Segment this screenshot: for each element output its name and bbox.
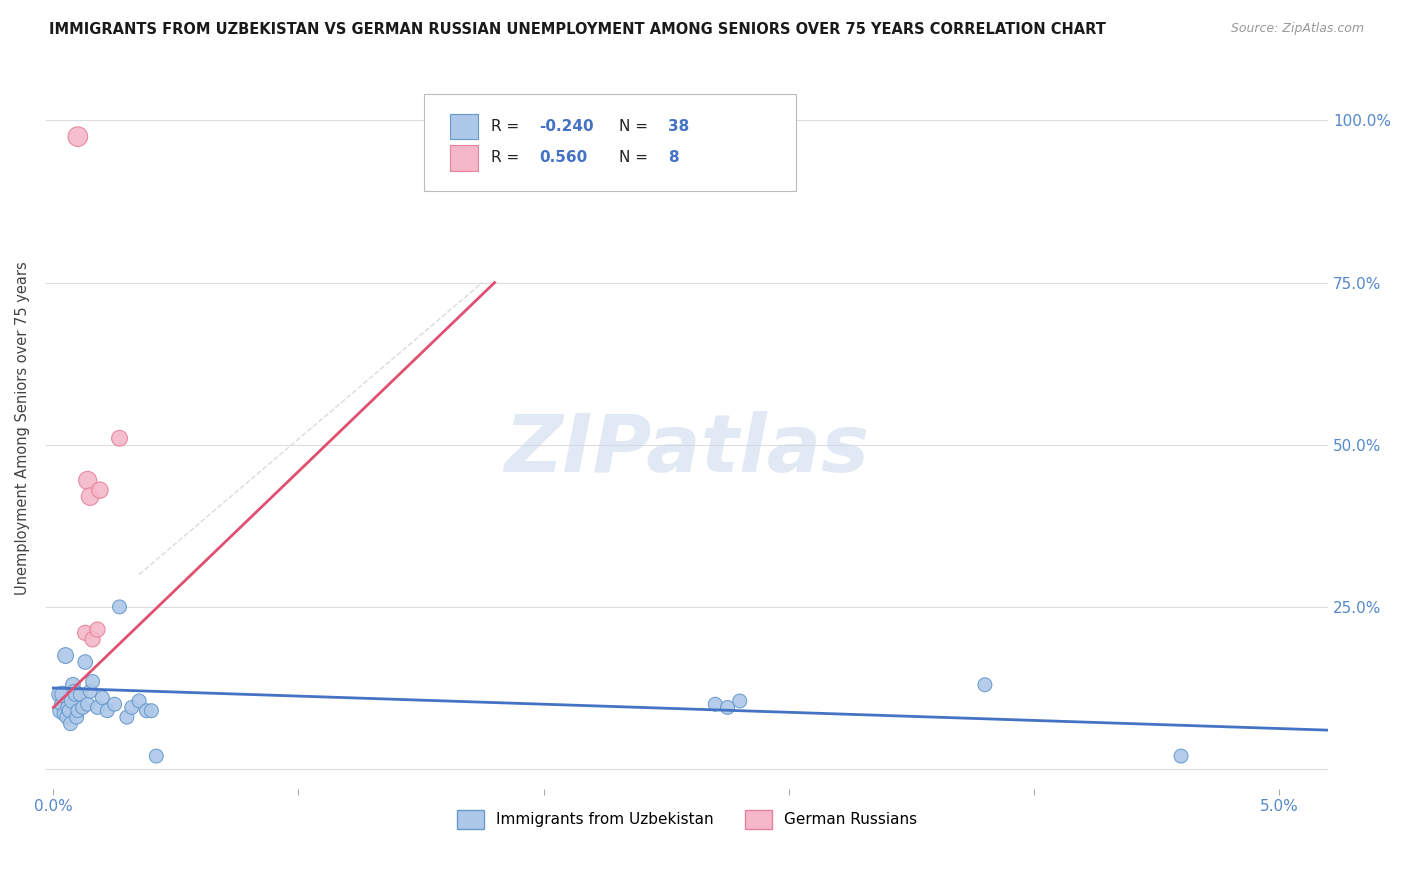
Point	[55, 648, 77, 663]
Point	[59, 716, 82, 731]
Point	[82, 674, 104, 689]
Point	[65, 688, 87, 702]
Point	[82, 632, 104, 647]
Point	[141, 704, 163, 718]
Point	[53, 706, 76, 721]
Point	[728, 694, 751, 708]
Text: IMMIGRANTS FROM UZBEKISTAN VS GERMAN RUSSIAN UNEMPLOYMENT AMONG SENIORS OVER 75 : IMMIGRANTS FROM UZBEKISTAN VS GERMAN RUS…	[49, 22, 1107, 37]
Point	[69, 688, 91, 702]
Point	[51, 697, 73, 711]
Text: Source: ZipAtlas.com: Source: ZipAtlas.com	[1230, 22, 1364, 36]
Text: 0.560: 0.560	[540, 150, 588, 165]
Point	[704, 697, 727, 711]
Point	[128, 694, 150, 708]
Point	[49, 704, 72, 718]
Point	[974, 678, 997, 692]
Text: R =: R =	[491, 119, 524, 134]
Point	[135, 704, 157, 718]
Point	[145, 749, 167, 764]
Point	[91, 690, 114, 705]
Point	[96, 704, 118, 718]
Point	[115, 710, 138, 724]
Point	[121, 700, 143, 714]
Y-axis label: Unemployment Among Seniors over 75 years: Unemployment Among Seniors over 75 years	[15, 261, 30, 595]
Point	[104, 697, 127, 711]
Point	[76, 474, 98, 488]
Point	[79, 490, 101, 504]
Point	[62, 678, 84, 692]
Text: 8: 8	[668, 150, 679, 165]
Point	[108, 431, 131, 445]
Point	[108, 599, 131, 614]
Point	[1170, 749, 1192, 764]
FancyBboxPatch shape	[425, 94, 796, 191]
Point	[75, 655, 97, 669]
Point	[79, 684, 101, 698]
Text: R =: R =	[491, 150, 524, 165]
Point	[58, 704, 80, 718]
Point	[86, 700, 108, 714]
Point	[716, 700, 738, 714]
Point	[65, 710, 87, 724]
Point	[72, 700, 94, 714]
FancyBboxPatch shape	[450, 145, 478, 170]
Point	[66, 129, 89, 144]
Point	[56, 710, 79, 724]
Point	[86, 623, 108, 637]
Text: 38: 38	[668, 119, 689, 134]
Point	[48, 688, 70, 702]
Point	[76, 697, 98, 711]
Point	[52, 688, 75, 702]
FancyBboxPatch shape	[450, 114, 478, 139]
Legend: Immigrants from Uzbekistan, German Russians: Immigrants from Uzbekistan, German Russi…	[450, 804, 924, 835]
Point	[60, 694, 83, 708]
Point	[56, 700, 79, 714]
Text: -0.240: -0.240	[540, 119, 595, 134]
Point	[89, 483, 111, 497]
Point	[75, 625, 97, 640]
Text: N =: N =	[619, 150, 652, 165]
Point	[63, 684, 86, 698]
Text: ZIPatlas: ZIPatlas	[505, 411, 869, 489]
Text: N =: N =	[619, 119, 652, 134]
Point	[66, 704, 89, 718]
